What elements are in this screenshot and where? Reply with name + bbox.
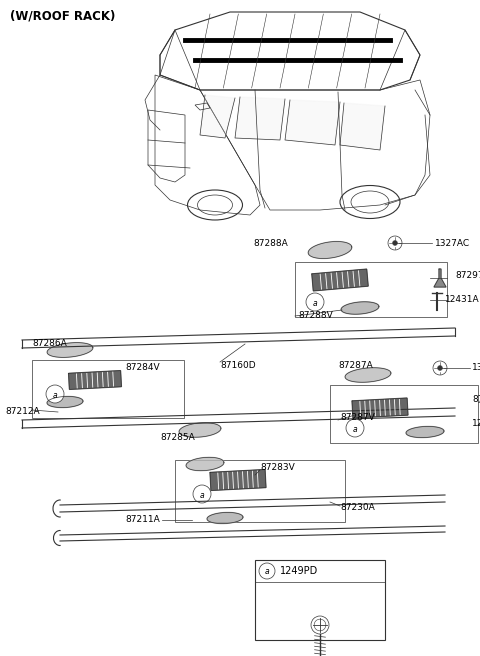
Text: 87288V: 87288V: [298, 312, 333, 321]
Polygon shape: [200, 95, 235, 138]
Text: (W/ROOF RACK): (W/ROOF RACK): [10, 10, 115, 23]
Text: 87160D: 87160D: [220, 361, 256, 369]
Bar: [32, 360, 184, 418]
Text: a: a: [200, 491, 204, 499]
Bar: [330, 385, 478, 443]
Polygon shape: [235, 97, 285, 140]
Bar: [175, 460, 345, 522]
Bar: [255, 560, 385, 640]
Polygon shape: [345, 368, 391, 382]
Text: 87212A: 87212A: [5, 407, 40, 417]
Text: 1327AC: 1327AC: [472, 363, 480, 373]
Polygon shape: [308, 241, 352, 258]
Circle shape: [438, 365, 443, 371]
Circle shape: [193, 485, 211, 503]
Text: 12431A: 12431A: [445, 295, 480, 304]
Text: a: a: [312, 298, 317, 308]
Circle shape: [433, 361, 447, 375]
Text: 87287V: 87287V: [340, 413, 375, 422]
Text: 87297D: 87297D: [455, 272, 480, 281]
Text: 87287A: 87287A: [338, 361, 373, 371]
Polygon shape: [210, 470, 266, 491]
Text: 87230A: 87230A: [340, 504, 375, 512]
Circle shape: [46, 385, 64, 403]
Circle shape: [306, 293, 324, 311]
Polygon shape: [69, 371, 121, 390]
Text: 87297D: 87297D: [472, 396, 480, 405]
Polygon shape: [186, 457, 224, 471]
Text: 1249PD: 1249PD: [280, 566, 318, 576]
Text: a: a: [264, 567, 269, 577]
Polygon shape: [179, 423, 221, 437]
Text: 87284V: 87284V: [125, 363, 160, 373]
Circle shape: [346, 419, 364, 437]
Text: a: a: [53, 390, 57, 400]
Text: 87211A: 87211A: [125, 516, 160, 525]
Text: 87288A: 87288A: [253, 239, 288, 247]
Polygon shape: [47, 396, 83, 407]
Circle shape: [259, 563, 275, 579]
Circle shape: [311, 616, 329, 634]
Bar: [295, 262, 447, 317]
Polygon shape: [352, 398, 408, 418]
Polygon shape: [406, 426, 444, 438]
Text: a: a: [353, 424, 357, 434]
Text: 87283V: 87283V: [260, 464, 295, 472]
Text: 87285A: 87285A: [160, 434, 195, 443]
Polygon shape: [434, 269, 446, 287]
Text: 1327AC: 1327AC: [435, 239, 470, 247]
Text: 12431A: 12431A: [472, 419, 480, 428]
Polygon shape: [340, 103, 385, 150]
Circle shape: [388, 236, 402, 250]
Polygon shape: [47, 342, 93, 358]
Polygon shape: [341, 302, 379, 314]
Polygon shape: [285, 100, 340, 145]
Text: 87286A: 87286A: [32, 338, 67, 348]
Polygon shape: [312, 269, 368, 291]
Circle shape: [393, 241, 397, 245]
Polygon shape: [207, 512, 243, 523]
